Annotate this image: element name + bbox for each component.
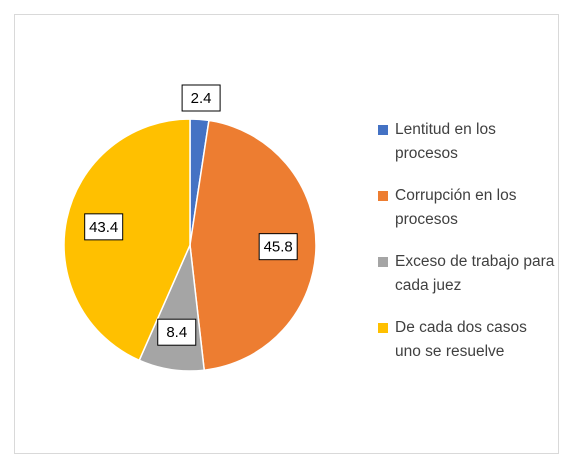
data-label: 8.4: [166, 324, 187, 341]
legend-swatch: [378, 257, 388, 267]
legend-label: Exceso de trabajo para cada juez: [395, 253, 555, 294]
legend-entry: Corrupción en los procesos: [378, 184, 555, 232]
data-label: 43.4: [89, 219, 118, 236]
legend-label: De cada dos casos uno se resuelve: [395, 319, 527, 360]
data-label-box: [84, 213, 124, 241]
legend: Lentitud en los procesos Corrupción en lo…: [378, 118, 555, 382]
data-label: 45.8: [264, 239, 293, 256]
legend-swatch: [378, 125, 388, 135]
legend-label: Lentitud en los procesos: [395, 121, 496, 162]
data-label-box: [181, 84, 221, 112]
legend-swatch: [378, 323, 388, 333]
legend-entry: Exceso de trabajo para cada juez: [378, 250, 555, 298]
data-label-box: [157, 318, 197, 346]
legend-label: Corrupción en los procesos: [395, 187, 517, 228]
pie-slice: [63, 118, 191, 362]
data-label-box: [258, 233, 298, 261]
legend-swatch: [378, 191, 388, 201]
pie-slice: [189, 119, 317, 372]
chart-frame: [14, 14, 559, 454]
legend-entry: Lentitud en los procesos: [378, 118, 555, 166]
data-label: 2.4: [191, 90, 212, 107]
legend-entry: De cada dos casos uno se resuelve: [378, 316, 555, 364]
